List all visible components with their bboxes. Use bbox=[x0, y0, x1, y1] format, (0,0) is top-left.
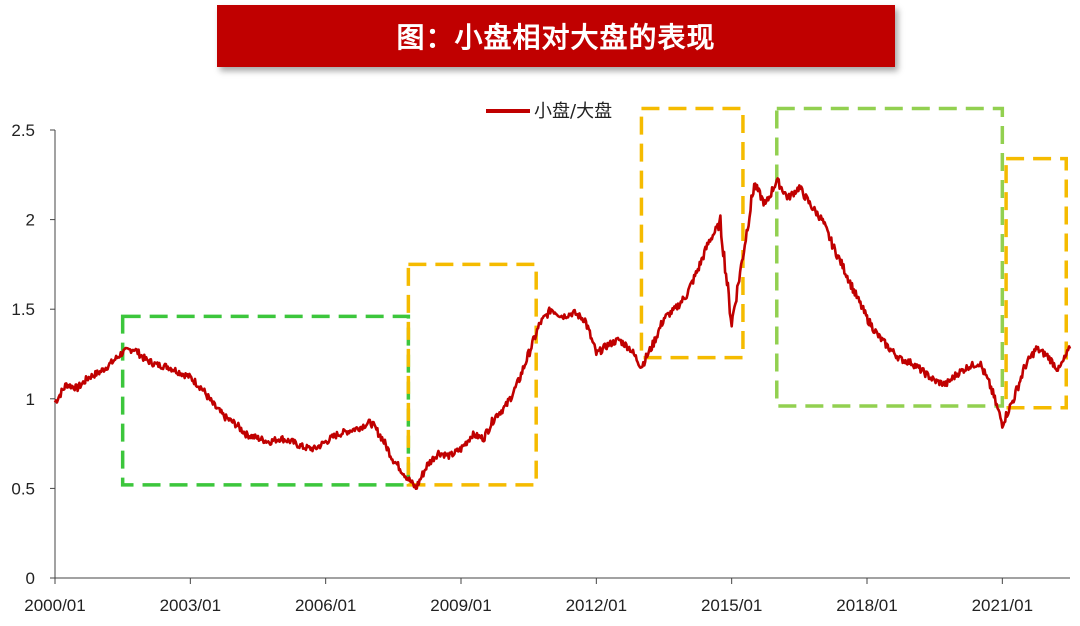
x-tick-label: 2000/01 bbox=[24, 596, 85, 615]
x-tick-label: 2018/01 bbox=[836, 596, 897, 615]
y-tick-label: 2.5 bbox=[11, 121, 35, 140]
x-tick-label: 2006/01 bbox=[295, 596, 356, 615]
highlight-box-4 bbox=[775, 106, 1005, 408]
x-tick-label: 2012/01 bbox=[566, 596, 627, 615]
highlight-box-3 bbox=[639, 106, 745, 360]
legend-label: 小盘/大盘 bbox=[534, 101, 612, 122]
x-tick-label: 2003/01 bbox=[160, 596, 221, 615]
y-tick-label: 1 bbox=[26, 390, 35, 409]
title-banner: 图：小盘相对大盘的表现 bbox=[217, 5, 895, 67]
legend: 小盘/大盘 bbox=[486, 101, 612, 122]
x-tick-label: 2021/01 bbox=[972, 596, 1033, 615]
y-tick-label: 0 bbox=[26, 569, 35, 588]
y-tick-label: 0.5 bbox=[11, 479, 35, 498]
highlight-box-2 bbox=[406, 262, 538, 487]
highlight-box-1 bbox=[120, 314, 411, 487]
axes: 0 0.5 1 1.5 2 2.5 2000/01 2003/01 2006/01 2009/01… bbox=[11, 121, 1070, 615]
series-layer bbox=[53, 177, 1072, 490]
x-tick-label: 2015/01 bbox=[701, 596, 762, 615]
y-tick-label: 1.5 bbox=[11, 300, 35, 319]
x-tick-label: 2009/01 bbox=[430, 596, 491, 615]
chart-title: 图：小盘相对大盘的表现 bbox=[396, 21, 716, 54]
y-tick-label: 2 bbox=[26, 211, 35, 230]
highlight-boxes bbox=[120, 106, 1068, 487]
series-line-1 bbox=[53, 177, 1072, 490]
highlight-box-5 bbox=[1004, 156, 1068, 410]
